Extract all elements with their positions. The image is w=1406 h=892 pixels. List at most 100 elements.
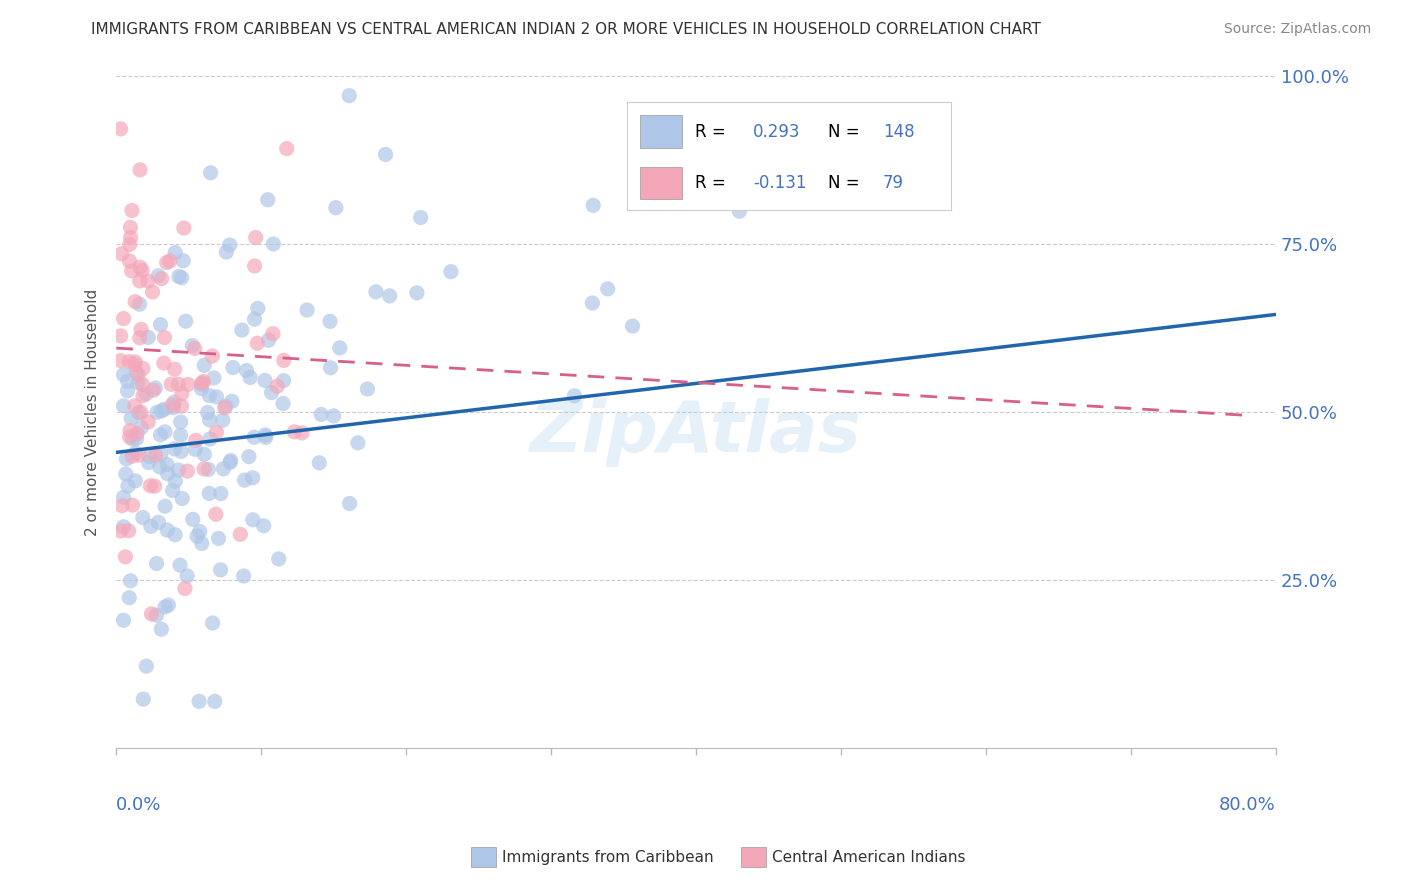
Point — [112, 399, 135, 413]
Point — [218, 238, 240, 252]
Point — [167, 269, 190, 284]
Point — [242, 471, 264, 485]
Point — [145, 557, 167, 571]
Point — [581, 296, 603, 310]
Point — [132, 361, 155, 376]
Point — [233, 473, 256, 487]
Point — [160, 377, 183, 392]
Point — [153, 330, 176, 344]
Point — [131, 263, 153, 277]
Point — [246, 301, 269, 316]
Point — [215, 399, 238, 413]
Point — [222, 360, 245, 375]
Point — [262, 326, 284, 341]
Point — [245, 230, 267, 244]
Point — [201, 615, 224, 630]
Point — [131, 420, 153, 434]
Point — [266, 379, 288, 393]
Point — [215, 245, 238, 260]
Point — [337, 88, 360, 103]
Point — [153, 402, 176, 417]
Point — [118, 254, 141, 268]
Point — [596, 282, 619, 296]
Point — [231, 323, 253, 337]
Point — [364, 285, 387, 299]
Point — [193, 447, 215, 461]
Point — [124, 355, 146, 369]
Point — [256, 193, 278, 207]
Point — [132, 692, 155, 706]
Point — [201, 349, 224, 363]
Point — [128, 297, 150, 311]
Point — [325, 201, 347, 215]
Point — [125, 365, 148, 379]
Point — [205, 507, 228, 521]
Point — [238, 450, 260, 464]
Point — [127, 376, 149, 390]
Point — [165, 245, 187, 260]
Point — [169, 558, 191, 573]
Text: Source: ZipAtlas.com: Source: ZipAtlas.com — [1223, 22, 1371, 37]
Point — [124, 358, 146, 372]
Point — [163, 362, 186, 376]
Point — [283, 425, 305, 439]
Point — [198, 486, 221, 500]
Point — [209, 563, 232, 577]
Point — [184, 442, 207, 457]
Point — [193, 375, 215, 389]
Point — [193, 462, 215, 476]
Point — [131, 377, 153, 392]
Point — [329, 341, 352, 355]
Point — [322, 409, 344, 423]
Point — [143, 479, 166, 493]
Text: ZipAtlas: ZipAtlas — [530, 398, 862, 467]
Point — [176, 464, 198, 478]
Point — [239, 370, 262, 384]
Point — [232, 569, 254, 583]
Point — [159, 254, 181, 268]
Point — [111, 499, 134, 513]
Point — [204, 694, 226, 708]
Point — [132, 388, 155, 402]
Point — [374, 147, 396, 161]
Point — [156, 467, 179, 481]
Point — [167, 377, 190, 392]
Point — [110, 329, 132, 343]
Point — [174, 314, 197, 328]
Point — [253, 374, 276, 388]
Point — [167, 463, 190, 477]
Point — [118, 424, 141, 438]
Point — [156, 458, 179, 472]
Point — [257, 333, 280, 347]
Point — [153, 500, 176, 514]
Point — [141, 607, 163, 621]
Point — [117, 374, 139, 388]
Point — [149, 459, 172, 474]
Point — [211, 413, 233, 427]
Point — [138, 450, 160, 464]
Point — [114, 549, 136, 564]
Text: 0.0%: 0.0% — [117, 796, 162, 814]
Point — [128, 331, 150, 345]
Point — [150, 404, 173, 418]
Point — [117, 524, 139, 538]
Point — [129, 405, 152, 419]
Point — [347, 435, 370, 450]
Point — [254, 430, 277, 444]
Point — [209, 486, 232, 500]
Point — [202, 371, 225, 385]
Point — [243, 259, 266, 273]
Point — [229, 527, 252, 541]
Point — [198, 432, 221, 446]
Point — [121, 264, 143, 278]
Point — [138, 456, 160, 470]
Point — [162, 483, 184, 498]
Point — [120, 411, 142, 425]
Point — [125, 432, 148, 446]
Point — [129, 322, 152, 336]
Point — [198, 413, 221, 427]
Point — [165, 527, 187, 541]
Point — [117, 479, 139, 493]
Point — [221, 394, 243, 409]
Point — [273, 353, 295, 368]
